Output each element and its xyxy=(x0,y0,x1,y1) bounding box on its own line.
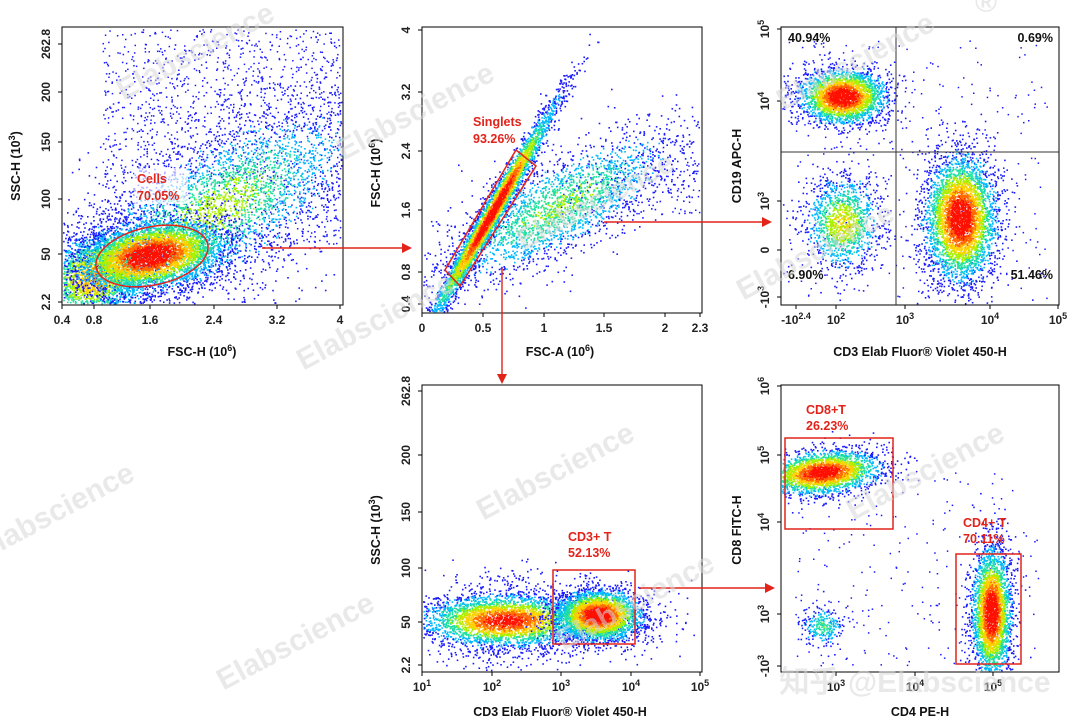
p5-ytick-label: 105 xyxy=(756,446,772,464)
p1-ytick-label: 200 xyxy=(39,82,53,102)
p5-ytick-label: 106 xyxy=(756,377,772,395)
p5-cd8-gate-value: 26.23% xyxy=(806,419,848,433)
p3-xtick-label: 105 xyxy=(1049,311,1067,327)
watermark-text: Elabscience xyxy=(471,416,640,527)
p3-quadrant-top-right: 0.69% xyxy=(1018,31,1053,45)
watermark-text: Elabscience xyxy=(211,586,380,697)
p5-ytick-label: 104 xyxy=(756,513,772,531)
p4-ytick-label: 262.8 xyxy=(399,376,413,406)
p1-y-axis-label: SSC-H (103) xyxy=(7,131,23,201)
p4-ytick-label: 100 xyxy=(399,558,413,578)
watermark-text: Elabscience xyxy=(291,266,460,377)
p4-ytick-label: 150 xyxy=(399,502,413,522)
p3-ytick-label: 104 xyxy=(756,92,772,110)
p5-dn-cloud xyxy=(798,591,851,657)
p4-gate-name: CD3+ T xyxy=(568,530,612,544)
watermark-text: Elabscience xyxy=(111,0,280,107)
watermark-text: Elabscience xyxy=(731,196,900,307)
watermark-text: Elabscience xyxy=(0,456,140,567)
p4-xtick-label: 103 xyxy=(552,678,570,694)
p4-xtick-label: 101 xyxy=(413,678,431,694)
p4-ytick-label: 2.2 xyxy=(399,656,413,673)
p1-ytick-label: 2.2 xyxy=(39,293,53,310)
p4-xtick-label: 104 xyxy=(622,678,640,694)
p1-gate-value: 70.05% xyxy=(137,189,179,203)
p3-y-axis-label: CD19 APC-H xyxy=(730,129,744,204)
watermark-footer: 知乎 @Elabscience xyxy=(779,666,1050,699)
p5-y-axis-label: CD8 FITC-H xyxy=(730,495,744,564)
flow-cytometry-figure: 0.4 0.8 1.6 2.4 3.2 4262.8200150100502.2FSC-H… xyxy=(0,0,1080,728)
p1-gate-name: Cells xyxy=(137,172,167,186)
watermark-registered: ® xyxy=(975,0,997,19)
p2-xtick-label: 1.5 xyxy=(596,321,613,335)
p2-xtick-label: 0.5 xyxy=(475,321,492,335)
p4-ytick-label: 50 xyxy=(399,615,413,629)
p2-ytick-label: 4 xyxy=(399,26,413,33)
p3-x-axis-label: CD3 Elab Fluor® Violet 450-H xyxy=(833,345,1007,359)
p3-quadrant-bottom-right: 51.46% xyxy=(1011,268,1053,282)
p4-ytick-label: 200 xyxy=(399,445,413,465)
p2-xtick-label: 2.3 xyxy=(692,321,709,335)
p2-x-axis-label: FSC-A (106) xyxy=(526,343,594,359)
p1-xtick-label: 0.8 xyxy=(86,313,103,327)
p2-xtick-label: 2 xyxy=(662,321,669,335)
p5-ytick-label: -103 xyxy=(756,655,772,677)
p1-xtick-label: 2.4 xyxy=(206,313,223,327)
p4-gate-value: 52.13% xyxy=(568,546,610,560)
p3-xtick-label: 102 xyxy=(827,311,845,327)
p1-ytick-label: 50 xyxy=(39,247,53,261)
p2-gate-value: 93.26% xyxy=(473,132,515,146)
p5-ytick-label: 103 xyxy=(756,605,772,623)
p3-xtick-label: 104 xyxy=(981,311,999,327)
p4-xtick-label: 102 xyxy=(483,678,501,694)
p1-xtick-label: 0.4 xyxy=(54,313,71,327)
p1-ytick-label: 100 xyxy=(39,189,53,209)
p3-ytick-label: 103 xyxy=(756,192,772,210)
p1-ytick-label: 262.8 xyxy=(39,29,53,59)
p5-cd8-gate-name: CD8+T xyxy=(806,403,846,417)
p2-gate-name: Singlets xyxy=(473,115,522,129)
p3-xtick-label: 103 xyxy=(896,311,914,327)
p3-ytick-label: 105 xyxy=(756,20,772,38)
watermark-text: Elabscience xyxy=(331,56,500,167)
p5-cd4-gate-name: CD4+ T xyxy=(963,516,1007,530)
p4-xtick-label: 105 xyxy=(691,678,709,694)
p2-ytick-label: 2.4 xyxy=(399,142,413,159)
p5-cd4-gate-value: 70.11% xyxy=(963,532,1005,546)
p2-xtick-label: 1 xyxy=(541,321,548,335)
p2-ytick-label: 0.8 xyxy=(399,263,413,280)
p1-ytick-label: 150 xyxy=(39,132,53,152)
p2-xtick-label: 0 xyxy=(419,321,426,335)
p5-x-axis-label: CD4 PE-H xyxy=(891,705,949,719)
p3-xtick-label: -102.4 xyxy=(781,311,811,327)
p4-x-axis-label: CD3 Elab Fluor® Violet 450-H xyxy=(473,705,647,719)
p3-quadrant-top-left: 40.94% xyxy=(788,31,830,45)
p1-xtick-label: 3.2 xyxy=(269,313,286,327)
p1-x-axis-label: FSC-H (106) xyxy=(168,343,237,359)
p3-ytick-label: 0 xyxy=(758,246,772,253)
p4-y-axis-label: SSC-H (103) xyxy=(367,495,383,565)
p2-ytick-label: 1.6 xyxy=(399,201,413,218)
p1-xtick-label: 1.6 xyxy=(142,313,159,327)
